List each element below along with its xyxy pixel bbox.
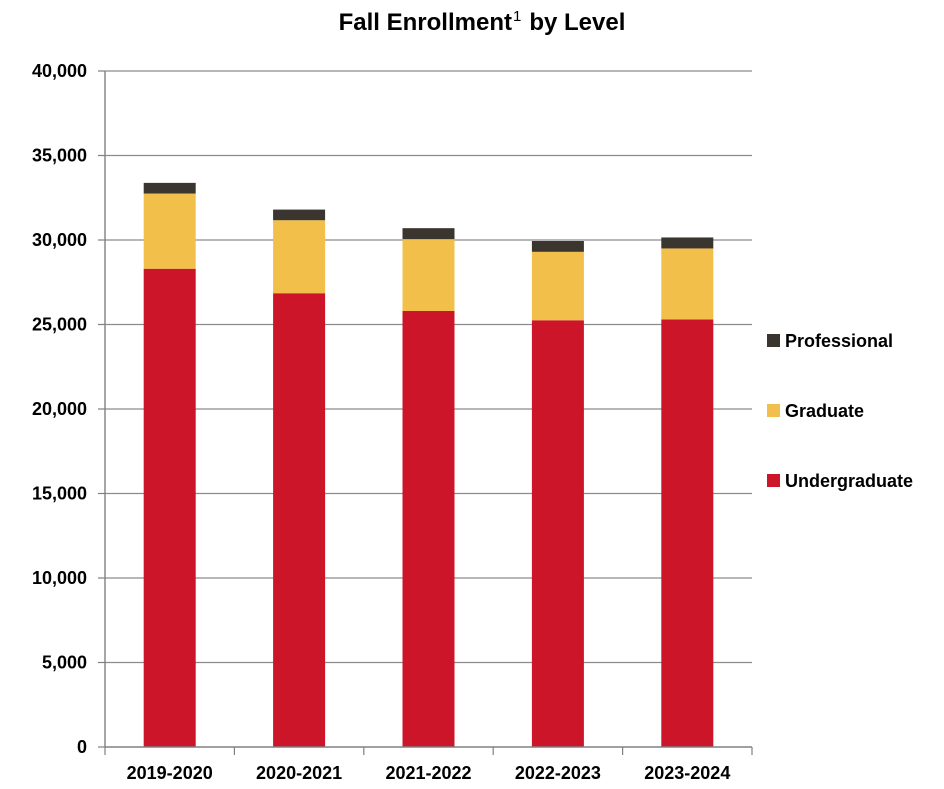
y-tick-label: 5,000 bbox=[42, 653, 87, 673]
bar-segment-undergraduate bbox=[661, 319, 714, 747]
y-tick-label: 35,000 bbox=[32, 146, 87, 166]
x-tick-labels: 2019-2020 2020-2021 2021-2022 2022-2023 2023… bbox=[127, 763, 731, 783]
legend-label-graduate: Graduate bbox=[785, 401, 864, 421]
x-tick-label: 2021-2022 bbox=[385, 763, 471, 783]
y-tick-label: 20,000 bbox=[32, 399, 87, 419]
x-tick-label: 2020-2021 bbox=[256, 763, 342, 783]
bar-segment-undergraduate bbox=[273, 293, 326, 747]
y-tick-label: 40,000 bbox=[32, 61, 87, 81]
legend: Professional Graduate Undergraduate bbox=[767, 331, 913, 491]
bar-segment-graduate bbox=[661, 248, 714, 320]
bar-segment-graduate bbox=[273, 220, 326, 294]
legend-swatch-undergraduate bbox=[767, 474, 780, 487]
bar-segment-graduate bbox=[402, 239, 455, 311]
x-tick-label: 2023-2024 bbox=[644, 763, 730, 783]
bar-segment-professional bbox=[531, 241, 584, 252]
bars bbox=[143, 182, 714, 747]
axes bbox=[98, 70, 753, 755]
y-tick-label: 25,000 bbox=[32, 315, 87, 335]
bar-segment-professional bbox=[661, 237, 714, 249]
chart-title-suffix: by Level bbox=[529, 9, 625, 36]
chart-title-superscript: 1 bbox=[513, 8, 521, 25]
bar-segment-undergraduate bbox=[402, 310, 455, 747]
chart-title-main: Fall Enrollment bbox=[339, 9, 512, 36]
x-tick-label: 2019-2020 bbox=[127, 763, 213, 783]
bar-segment-graduate bbox=[143, 193, 196, 269]
bar-segment-graduate bbox=[531, 251, 584, 321]
y-tick-labels: 0 5,000 10,000 15,000 20,000 25,000 30,000 35,0… bbox=[32, 61, 87, 757]
bar-segment-professional bbox=[273, 209, 326, 221]
y-tick-label: 0 bbox=[77, 737, 87, 757]
chart-title: Fall Enrollment1​by Level bbox=[339, 8, 626, 36]
bar-segment-professional bbox=[143, 182, 196, 194]
legend-swatch-graduate bbox=[767, 404, 780, 417]
bar-segment-professional bbox=[402, 228, 455, 240]
bar-segment-undergraduate bbox=[143, 268, 196, 747]
y-tick-label: 15,000 bbox=[32, 484, 87, 504]
bar-segment-undergraduate bbox=[531, 320, 584, 747]
legend-swatch-professional bbox=[767, 334, 780, 347]
x-tick-label: 2022-2023 bbox=[515, 763, 601, 783]
legend-label-professional: Professional bbox=[785, 331, 893, 351]
legend-label-undergraduate: Undergraduate bbox=[785, 471, 913, 491]
y-tick-label: 30,000 bbox=[32, 230, 87, 250]
y-tick-label: 10,000 bbox=[32, 568, 87, 588]
